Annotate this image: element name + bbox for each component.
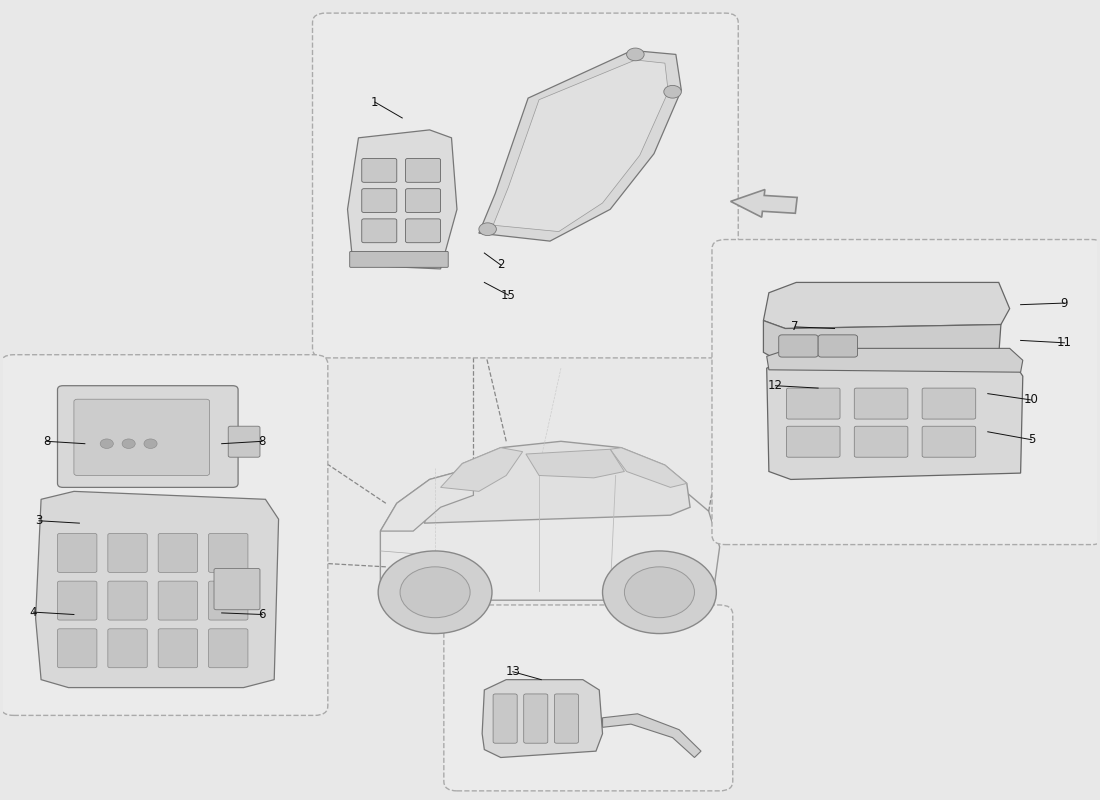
FancyBboxPatch shape xyxy=(209,581,248,620)
FancyBboxPatch shape xyxy=(406,158,441,182)
FancyBboxPatch shape xyxy=(57,386,238,487)
Polygon shape xyxy=(767,348,1023,372)
FancyBboxPatch shape xyxy=(406,189,441,213)
Text: 10: 10 xyxy=(1024,394,1040,406)
FancyBboxPatch shape xyxy=(786,426,840,457)
Circle shape xyxy=(663,86,681,98)
FancyBboxPatch shape xyxy=(214,569,260,610)
FancyBboxPatch shape xyxy=(108,581,147,620)
FancyBboxPatch shape xyxy=(57,629,97,668)
FancyBboxPatch shape xyxy=(362,219,397,242)
Circle shape xyxy=(400,567,470,618)
FancyBboxPatch shape xyxy=(779,335,818,357)
FancyBboxPatch shape xyxy=(362,189,397,213)
Text: 1: 1 xyxy=(371,95,378,109)
Polygon shape xyxy=(35,491,278,687)
Text: 12: 12 xyxy=(768,379,783,392)
Polygon shape xyxy=(348,130,456,269)
Text: 13: 13 xyxy=(505,666,520,678)
Text: 8: 8 xyxy=(258,435,266,448)
Circle shape xyxy=(122,439,135,449)
Text: 11: 11 xyxy=(1057,336,1071,350)
FancyBboxPatch shape xyxy=(362,158,397,182)
FancyBboxPatch shape xyxy=(855,426,908,457)
Polygon shape xyxy=(381,467,473,531)
Text: 5: 5 xyxy=(1027,434,1035,446)
Polygon shape xyxy=(763,321,1001,360)
Polygon shape xyxy=(441,448,522,491)
Polygon shape xyxy=(610,448,686,487)
FancyBboxPatch shape xyxy=(57,534,97,572)
Circle shape xyxy=(478,223,496,235)
Polygon shape xyxy=(493,60,668,231)
Polygon shape xyxy=(603,714,701,758)
Circle shape xyxy=(100,439,113,449)
FancyBboxPatch shape xyxy=(554,694,579,743)
FancyBboxPatch shape xyxy=(158,629,198,668)
FancyBboxPatch shape xyxy=(108,534,147,572)
Text: 4: 4 xyxy=(30,606,37,618)
Text: 7: 7 xyxy=(791,321,799,334)
FancyBboxPatch shape xyxy=(108,629,147,668)
FancyBboxPatch shape xyxy=(922,426,976,457)
FancyArrow shape xyxy=(730,190,798,218)
FancyBboxPatch shape xyxy=(228,426,260,457)
FancyBboxPatch shape xyxy=(158,581,198,620)
FancyBboxPatch shape xyxy=(209,534,248,572)
Polygon shape xyxy=(763,282,1010,329)
FancyBboxPatch shape xyxy=(818,335,858,357)
Polygon shape xyxy=(526,450,625,478)
Text: 8: 8 xyxy=(43,435,51,448)
Polygon shape xyxy=(425,442,690,523)
Text: 2: 2 xyxy=(497,258,505,271)
FancyBboxPatch shape xyxy=(158,534,198,572)
Polygon shape xyxy=(482,680,603,758)
Polygon shape xyxy=(767,356,1023,479)
FancyBboxPatch shape xyxy=(1,354,328,715)
Circle shape xyxy=(603,551,716,634)
FancyBboxPatch shape xyxy=(350,251,448,267)
Text: 9: 9 xyxy=(1060,297,1068,310)
Circle shape xyxy=(625,567,694,618)
FancyBboxPatch shape xyxy=(855,388,908,419)
Text: 6: 6 xyxy=(258,608,266,621)
FancyBboxPatch shape xyxy=(922,388,976,419)
FancyBboxPatch shape xyxy=(712,239,1100,545)
FancyBboxPatch shape xyxy=(312,13,738,358)
Text: 3: 3 xyxy=(35,514,43,527)
Text: 15: 15 xyxy=(500,289,516,302)
FancyBboxPatch shape xyxy=(209,629,248,668)
Polygon shape xyxy=(478,50,681,241)
FancyBboxPatch shape xyxy=(443,605,733,791)
FancyBboxPatch shape xyxy=(57,581,97,620)
FancyBboxPatch shape xyxy=(74,399,210,475)
FancyBboxPatch shape xyxy=(406,219,441,242)
Circle shape xyxy=(378,551,492,634)
Circle shape xyxy=(144,439,157,449)
Circle shape xyxy=(627,48,645,61)
FancyBboxPatch shape xyxy=(786,388,840,419)
Polygon shape xyxy=(381,463,719,600)
FancyBboxPatch shape xyxy=(493,694,517,743)
FancyBboxPatch shape xyxy=(524,694,548,743)
